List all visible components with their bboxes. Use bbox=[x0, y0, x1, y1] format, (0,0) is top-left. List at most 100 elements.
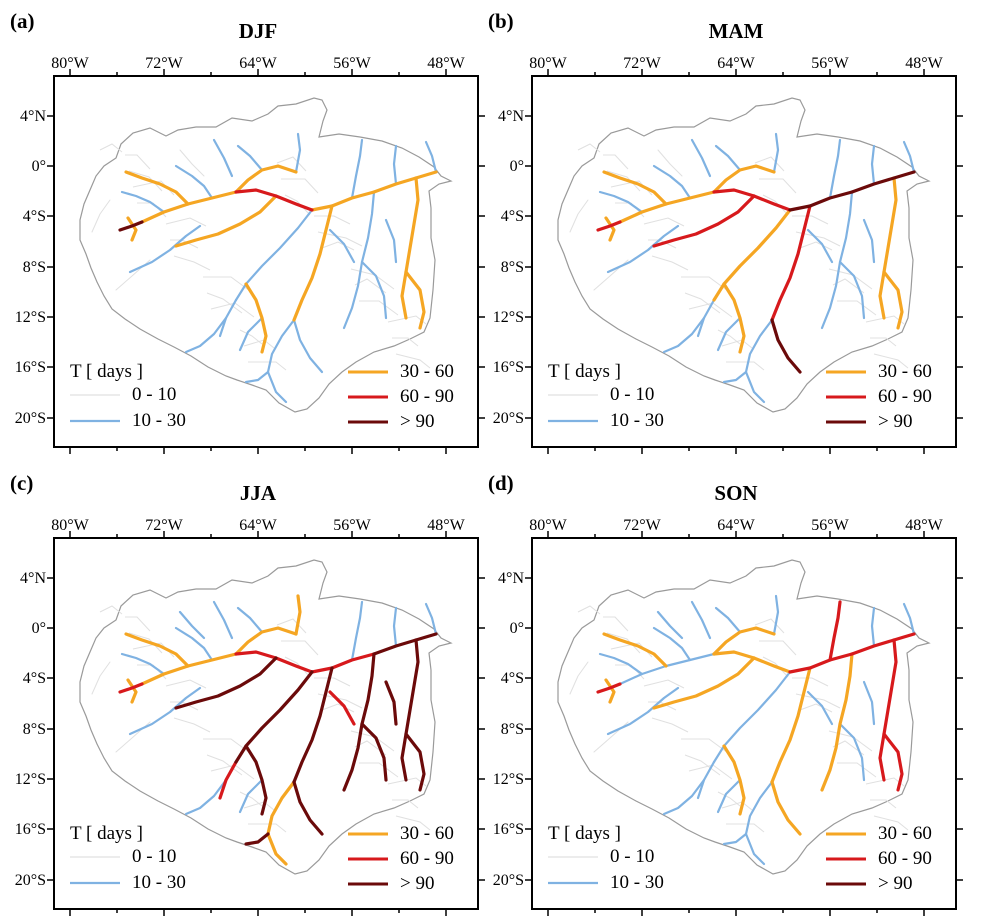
y-tick-label: 4°S bbox=[501, 670, 524, 687]
x-tick-label: 64°W bbox=[717, 55, 755, 72]
river-gt-90 bbox=[174, 656, 278, 710]
river-0-10 bbox=[173, 255, 211, 271]
river-0-10 bbox=[99, 143, 123, 153]
legend-label: 10 - 30 bbox=[132, 872, 186, 893]
river-30-60 bbox=[878, 176, 898, 320]
river-10-30 bbox=[328, 228, 356, 264]
river-0-10 bbox=[643, 217, 685, 227]
river-60-90 bbox=[652, 194, 756, 248]
river-0-10 bbox=[577, 143, 601, 153]
river-0-10 bbox=[125, 154, 151, 170]
river-0-10 bbox=[125, 616, 151, 632]
river-60-90 bbox=[878, 638, 898, 782]
y-tick-label: 20°S bbox=[493, 872, 524, 889]
river-30-60 bbox=[882, 270, 904, 330]
panel-mam: (b) MAM 80°W 72°W 64°W 56°W 48°W 4°N 0° 4°S 8°S 12°… bbox=[488, 9, 963, 454]
river-30-60 bbox=[820, 652, 854, 792]
legend-label: > 90 bbox=[400, 411, 434, 432]
river-0-10 bbox=[717, 791, 741, 807]
river-10-30 bbox=[772, 132, 780, 174]
y-tick-label: 8°S bbox=[23, 721, 46, 738]
x-tick-label: 80°W bbox=[51, 517, 89, 534]
x-tick-label: 48°W bbox=[427, 517, 465, 534]
river-0-10 bbox=[606, 632, 641, 654]
river-10-30 bbox=[606, 224, 680, 274]
river-0-10 bbox=[726, 823, 765, 833]
legend-title: T [ days ] bbox=[70, 361, 143, 382]
river-0-10 bbox=[359, 300, 399, 316]
basin-outline bbox=[79, 559, 453, 875]
panel-title: JJA bbox=[240, 481, 277, 505]
panel-label: (d) bbox=[488, 471, 514, 495]
x-tick-label: 72°W bbox=[623, 55, 661, 72]
river-gt-90 bbox=[770, 318, 802, 374]
river-30-60 bbox=[404, 270, 426, 330]
river-0-10 bbox=[314, 215, 351, 225]
map-frame bbox=[531, 75, 957, 448]
river-30-60 bbox=[244, 282, 268, 354]
river-0-10 bbox=[392, 799, 419, 809]
legend-label: 10 - 30 bbox=[610, 872, 664, 893]
river-0-10 bbox=[179, 149, 205, 177]
frame-ticks bbox=[47, 531, 485, 916]
river-0-10 bbox=[799, 241, 833, 251]
river-30-60 bbox=[400, 176, 420, 320]
river-10-30 bbox=[722, 370, 748, 384]
legend-label: 60 - 90 bbox=[878, 386, 932, 407]
x-tick-label: 56°W bbox=[333, 55, 371, 72]
y-tick-label: 12°S bbox=[15, 771, 46, 788]
river-network bbox=[91, 594, 438, 866]
panel-title: SON bbox=[714, 481, 757, 505]
x-tick-label: 64°W bbox=[239, 55, 277, 72]
river-10-30 bbox=[712, 670, 792, 764]
y-tick-label: 20°S bbox=[15, 410, 46, 427]
river-0-10 bbox=[837, 300, 877, 316]
river-30-60 bbox=[652, 656, 756, 710]
river-0-10 bbox=[248, 361, 287, 371]
river-30-60 bbox=[294, 594, 302, 636]
river-0-10 bbox=[837, 762, 877, 778]
legend-label: 10 - 30 bbox=[610, 410, 664, 431]
x-tick-label: 48°W bbox=[905, 517, 943, 534]
river-10-30 bbox=[606, 686, 680, 736]
river-0-10 bbox=[577, 605, 601, 615]
river-30-60 bbox=[310, 190, 376, 212]
legend-label: 60 - 90 bbox=[878, 848, 932, 869]
y-tick-label: 12°S bbox=[493, 309, 524, 326]
river-10-30 bbox=[662, 316, 706, 354]
river-10-30 bbox=[862, 680, 876, 726]
legend-label: 30 - 60 bbox=[400, 361, 454, 382]
legend-label: 0 - 10 bbox=[132, 846, 176, 867]
river-10-30 bbox=[384, 218, 398, 264]
river-gt-90 bbox=[118, 220, 144, 232]
river-30-60 bbox=[126, 678, 138, 704]
river-0-10 bbox=[603, 154, 629, 170]
river-10-30 bbox=[714, 144, 742, 172]
river-30-60 bbox=[234, 164, 298, 194]
river-0-10 bbox=[248, 823, 287, 833]
frame-ticks bbox=[525, 531, 963, 916]
y-tick-label: 8°S bbox=[501, 259, 524, 276]
basin-outline bbox=[557, 97, 931, 413]
y-tick-label: 0° bbox=[510, 620, 524, 637]
river-gt-90 bbox=[372, 632, 438, 656]
river-10-30 bbox=[716, 316, 742, 352]
y-tick-label: 8°S bbox=[501, 721, 524, 738]
river-60-90 bbox=[328, 690, 356, 726]
y-tick-label: 0° bbox=[32, 620, 46, 637]
river-0-10 bbox=[395, 815, 431, 831]
river-0-10 bbox=[395, 353, 431, 369]
river-10-30 bbox=[238, 316, 264, 352]
river-0-10 bbox=[165, 679, 207, 689]
legend-label: 60 - 90 bbox=[400, 386, 454, 407]
river-10-30 bbox=[662, 778, 706, 816]
river-10-30 bbox=[360, 260, 388, 320]
river-60-90 bbox=[596, 220, 622, 232]
river-10-30 bbox=[598, 652, 644, 676]
river-60-90 bbox=[218, 760, 238, 800]
y-tick-label: 4°N bbox=[20, 570, 46, 587]
river-0-10 bbox=[795, 231, 841, 247]
river-30-60 bbox=[266, 780, 296, 866]
river-10-30 bbox=[234, 208, 314, 302]
